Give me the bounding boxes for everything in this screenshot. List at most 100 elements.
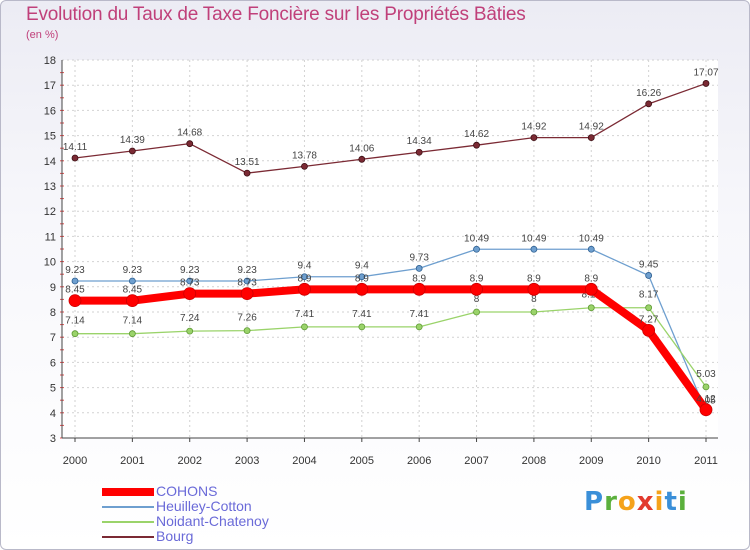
data-label-noidant-chatenoy: 7.41	[295, 309, 315, 320]
logo-letter: i	[654, 487, 665, 517]
x-tick-label: 2001	[120, 455, 144, 467]
series-line-cohons	[75, 285, 710, 413]
data-label-heuilley-cotton: 9.23	[123, 265, 143, 276]
y-tick-label: 9	[50, 282, 56, 294]
data-label-heuilley-cotton: 4.05	[696, 396, 716, 407]
data-point-noidant-chatenoy	[301, 323, 308, 331]
data-label-heuilley-cotton: 10.49	[579, 233, 604, 244]
data-point-bourg	[243, 169, 251, 177]
x-tick-label: 2003	[235, 455, 259, 467]
data-point-heuilley-cotton	[530, 245, 538, 253]
logo-letter: i	[677, 487, 688, 517]
data-label-noidant-chatenoy: 7.41	[409, 309, 429, 320]
data-label-heuilley-cotton: 10.49	[521, 233, 546, 244]
x-tick-label: 2009	[579, 455, 603, 467]
data-point-noidant-chatenoy	[358, 323, 366, 331]
data-label-cohons: 4.12	[696, 394, 716, 405]
y-tick-label: 11	[45, 231, 56, 243]
plot-area	[62, 60, 718, 438]
series-line-noidant-chatenoy	[75, 307, 707, 388]
data-point-heuilley-cotton	[587, 245, 595, 253]
data-label-heuilley-cotton: 9.4	[355, 261, 369, 272]
data-label-noidant-chatenoy: 7.14	[123, 316, 143, 327]
legend-label-bourg: Bourg	[156, 528, 194, 544]
data-point-bourg	[473, 141, 480, 149]
data-label-cohons: 8.9	[470, 273, 484, 284]
data-label-noidant-chatenoy: 7.41	[352, 309, 372, 320]
data-label-bourg: 14.06	[349, 143, 374, 154]
data-label-bourg: 14.34	[407, 136, 432, 147]
data-label-bourg: 13.78	[292, 150, 317, 161]
data-point-heuilley-cotton	[645, 272, 653, 279]
data-label-cohons: 8.45	[123, 285, 143, 296]
y-tick-label: 7	[50, 332, 56, 344]
y-tick-label: 4	[50, 408, 56, 420]
data-point-cohons	[240, 287, 254, 301]
series-line-heuilley-cotton	[75, 248, 707, 412]
data-label-cohons: 8.9	[584, 273, 598, 284]
data-point-noidant-chatenoy	[415, 323, 423, 331]
data-point-heuilley-cotton	[128, 277, 136, 285]
x-tick-label: 2008	[522, 455, 546, 467]
x-tick-label: 2004	[292, 455, 316, 467]
legend-swatch-heuilley-cotton	[102, 506, 154, 508]
y-tick-label: 16	[44, 105, 56, 117]
data-label-noidant-chatenoy: 8.17	[639, 290, 659, 301]
data-point-bourg	[587, 134, 595, 142]
data-label-noidant-chatenoy: 5.03	[696, 369, 716, 380]
data-label-cohons: 8.9	[527, 273, 541, 284]
x-tick-label: 2010	[636, 455, 660, 467]
logo-letter: o	[617, 487, 637, 517]
data-label-noidant-chatenoy: 8	[531, 294, 537, 305]
data-label-bourg: 14.39	[120, 135, 145, 146]
data-label-bourg: 14.68	[177, 128, 202, 139]
data-point-noidant-chatenoy	[243, 327, 251, 335]
data-point-bourg	[645, 100, 653, 108]
y-tick-label: 5	[50, 383, 56, 395]
data-label-heuilley-cotton: 10.49	[464, 233, 489, 244]
data-point-cohons	[125, 294, 139, 308]
data-point-heuilley-cotton	[243, 277, 251, 285]
data-point-heuilley-cotton	[473, 245, 480, 253]
y-tick-label: 15	[44, 131, 56, 143]
legend-swatch-noidant-chatenoy	[102, 521, 154, 523]
data-point-heuilley-cotton	[186, 277, 194, 285]
legend-label-noidant-chatenoy: Noidant-Chatenoy	[156, 513, 269, 529]
data-point-cohons	[642, 323, 656, 337]
chart-title: Evolution du Taux de Taxe Foncière sur l…	[26, 4, 526, 25]
logo-letter: x	[636, 487, 655, 517]
legend-swatch-cohons	[102, 488, 154, 496]
data-label-bourg: 14.92	[579, 122, 604, 133]
y-tick-label: 8	[50, 307, 56, 319]
chart-subtitle: (en %)	[26, 29, 59, 41]
y-tick-label: 13	[44, 181, 56, 193]
legend-label-cohons: COHONS	[156, 483, 218, 499]
data-point-noidant-chatenoy	[473, 308, 480, 316]
data-point-noidant-chatenoy	[186, 327, 194, 335]
data-point-cohons	[470, 282, 483, 296]
y-tick-label: 3	[50, 433, 56, 445]
data-label-heuilley-cotton: 9.4	[298, 261, 312, 272]
data-point-cohons	[68, 294, 82, 308]
data-point-bourg	[71, 154, 79, 162]
data-point-cohons	[298, 282, 311, 296]
data-point-cohons	[699, 403, 713, 417]
data-label-cohons: 8.9	[355, 273, 369, 284]
data-point-cohons	[183, 287, 197, 301]
data-label-bourg: 14.62	[464, 129, 489, 140]
data-point-noidant-chatenoy	[71, 330, 79, 338]
data-label-heuilley-cotton: 9.23	[237, 265, 257, 276]
data-label-noidant-chatenoy: 7.14	[65, 316, 85, 327]
data-point-bourg	[702, 80, 710, 87]
data-label-cohons: 7.27	[639, 314, 659, 325]
data-label-noidant-chatenoy: 7.26	[237, 313, 257, 324]
proxiti-logo: Proxiti	[584, 487, 688, 517]
data-point-heuilley-cotton	[415, 265, 423, 272]
data-label-heuilley-cotton: 9.45	[639, 259, 659, 270]
data-point-cohons	[584, 282, 598, 296]
y-tick-label: 12	[44, 206, 56, 218]
data-point-cohons	[355, 282, 369, 296]
data-point-noidant-chatenoy	[530, 308, 538, 316]
data-label-cohons: 8.9	[412, 273, 426, 284]
